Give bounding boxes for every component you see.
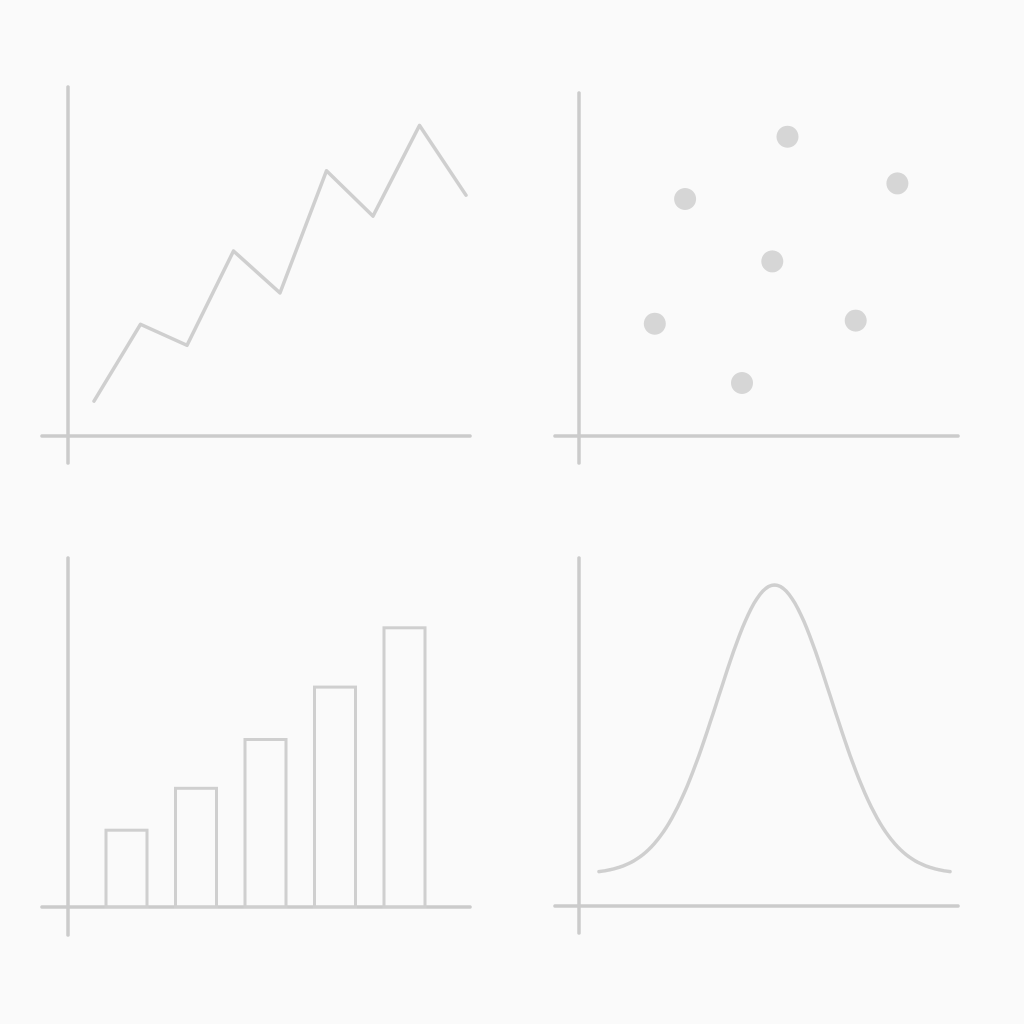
scatter-point-7 (886, 172, 909, 195)
scatter-point-2 (674, 188, 697, 210)
bar-4 (313, 685, 357, 909)
bar-3 (243, 738, 288, 909)
scatter-point-6 (844, 309, 867, 332)
line-series (92, 123, 468, 403)
scatter-point-4 (761, 250, 784, 273)
bar-2 (174, 786, 218, 909)
bar-chart (40, 556, 472, 937)
bar-5 (382, 626, 427, 909)
bell-curve-chart (553, 556, 960, 935)
scatter-chart (553, 91, 960, 465)
scatter-point-1 (643, 312, 666, 335)
scatter-point-5 (776, 125, 799, 148)
scatter-point-3 (731, 372, 753, 394)
scatter-points (643, 125, 909, 394)
bars (104, 626, 427, 909)
line-chart (40, 85, 472, 465)
bar-1 (104, 828, 149, 909)
bell-curve (597, 583, 952, 874)
